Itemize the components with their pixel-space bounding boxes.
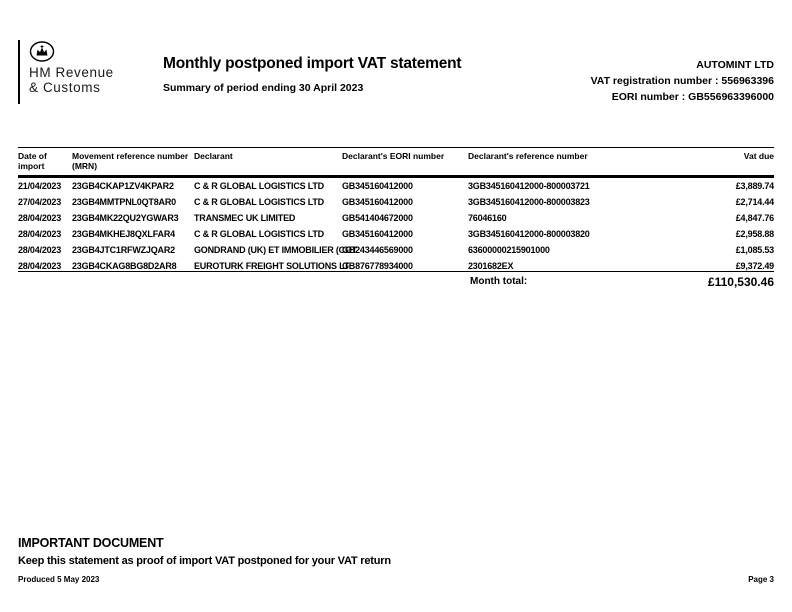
table-row: 28/04/2023 23GB4CKAG8BG8D2AR8 EUROTURK F… [18, 258, 774, 274]
cell-declarant-reference: 76046160 [468, 213, 507, 223]
page-number: Page 3 [748, 575, 774, 584]
page-footer: Produced 5 May 2023 Page 3 [18, 575, 774, 584]
page-subtitle: Summary of period ending 30 April 2023 [163, 82, 364, 94]
cell-vat-due: £9,372.49 [735, 261, 774, 271]
cell-vat-due: £1,085.53 [735, 245, 774, 255]
cell-declarant-reference: 63600000215901000 [468, 245, 550, 255]
col-header-declarant: Declarant [194, 147, 342, 178]
cell-declarant: C & R GLOBAL LOGISTICS LTD [194, 197, 324, 207]
produced-date: Produced 5 May 2023 [18, 575, 100, 584]
cell-declarant: TRANSMEC UK LIMITED [194, 213, 296, 223]
important-title: IMPORTANT DOCUMENT [18, 536, 164, 550]
hmrc-logo: HM Revenue & Customs [18, 40, 114, 104]
cell-date-of-import: 28/04/2023 [18, 213, 62, 223]
cell-declarant: EUROTURK FREIGHT SOLUTIONS LT [194, 261, 350, 271]
cell-date-of-import: 28/04/2023 [18, 229, 62, 239]
eori-number: EORI number : GB556963396000 [611, 91, 774, 103]
cell-declarant: GONDRAND (UK) ET IMMOBILIER (COT [194, 245, 358, 255]
important-notice: IMPORTANT DOCUMENT Keep this statement a… [18, 536, 391, 567]
col-header-vat-due: Vat due [678, 147, 774, 178]
cell-vat-due: £2,714.44 [735, 197, 774, 207]
cell-declarant: C & R GLOBAL LOGISTICS LTD [194, 181, 324, 191]
col-header-declarant-eori: Declarant's EORI number [342, 147, 468, 178]
cell-mrn: 23GB4CKAP1ZV4KPAR2 [72, 181, 174, 191]
cell-declarant-eori: GB541404672000 [342, 213, 413, 223]
col-header-declarant-reference: Declarant's reference number [468, 147, 678, 178]
company-details: AUTOMINT LTD VAT registration number : 5… [591, 57, 774, 105]
cell-mrn: 23GB4MKHEJ8QXLFAR4 [72, 229, 175, 239]
col-header-date-of-import: Date of import [18, 147, 72, 178]
cell-date-of-import: 21/04/2023 [18, 181, 62, 191]
title-block: Monthly postponed import VAT statement S… [163, 55, 462, 94]
month-total-row: Month total: £110,530.46 [18, 271, 774, 291]
cell-declarant-reference: 2301682EX [468, 261, 514, 271]
table-row: 28/04/2023 23GB4JTC1RFWZJQAR2 GONDRAND (… [18, 242, 774, 258]
cell-vat-due: £4,847.76 [735, 213, 774, 223]
cell-declarant-eori: GB345160412000 [342, 181, 413, 191]
cell-date-of-import: 28/04/2023 [18, 261, 62, 271]
hmrc-crown-icon [29, 41, 55, 62]
col-header-mrn: Movement reference number (MRN) [72, 147, 194, 178]
company-name: AUTOMINT LTD [696, 59, 774, 71]
cell-date-of-import: 28/04/2023 [18, 245, 62, 255]
table-row: 21/04/2023 23GB4CKAP1ZV4KPAR2 C & R GLOB… [18, 177, 774, 195]
cell-declarant-reference: 3GB345160412000-800003820 [468, 229, 590, 239]
table-row: 28/04/2023 23GB4MKHEJ8QXLFAR4 C & R GLOB… [18, 226, 774, 242]
table-header-row: Date of import Movement reference number… [18, 147, 774, 178]
cell-declarant-reference: 3GB345160412000-800003823 [468, 197, 590, 207]
cell-vat-due: £3,889.74 [735, 181, 774, 191]
cell-declarant-reference: 3GB345160412000-800003721 [468, 181, 590, 191]
important-text: Keep this statement as proof of import V… [18, 555, 391, 567]
table-row: 28/04/2023 23GB4MK22QU2YGWAR3 TRANSMEC U… [18, 210, 774, 226]
hmrc-name-line2: & Customs [29, 79, 101, 95]
page-title: Monthly postponed import VAT statement [163, 55, 462, 72]
cell-declarant-eori: GB876778934000 [342, 261, 413, 271]
cell-mrn: 23GB4MMTPNL0QT8AR0 [72, 197, 176, 207]
month-total-value: £110,530.46 [707, 275, 774, 289]
table-row: 27/04/2023 23GB4MMTPNL0QT8AR0 C & R GLOB… [18, 194, 774, 210]
vat-registration-number: VAT registration number : 556963396 [590, 75, 774, 87]
cell-declarant-eori: GB243446569000 [342, 245, 413, 255]
month-total-label: Month total: [470, 276, 528, 287]
cell-mrn: 23GB4JTC1RFWZJQAR2 [72, 245, 175, 255]
cell-declarant: C & R GLOBAL LOGISTICS LTD [194, 229, 324, 239]
cell-vat-due: £2,958.88 [735, 229, 774, 239]
cell-declarant-eori: GB345160412000 [342, 197, 413, 207]
hmrc-name-line1: HM Revenue [29, 65, 114, 80]
cell-mrn: 23GB4CKAG8BG8D2AR8 [72, 261, 177, 271]
cell-declarant-eori: GB345160412000 [342, 229, 413, 239]
cell-mrn: 23GB4MK22QU2YGWAR3 [72, 213, 179, 223]
cell-date-of-import: 27/04/2023 [18, 197, 62, 207]
vat-statement-table: Date of import Movement reference number… [18, 147, 774, 274]
